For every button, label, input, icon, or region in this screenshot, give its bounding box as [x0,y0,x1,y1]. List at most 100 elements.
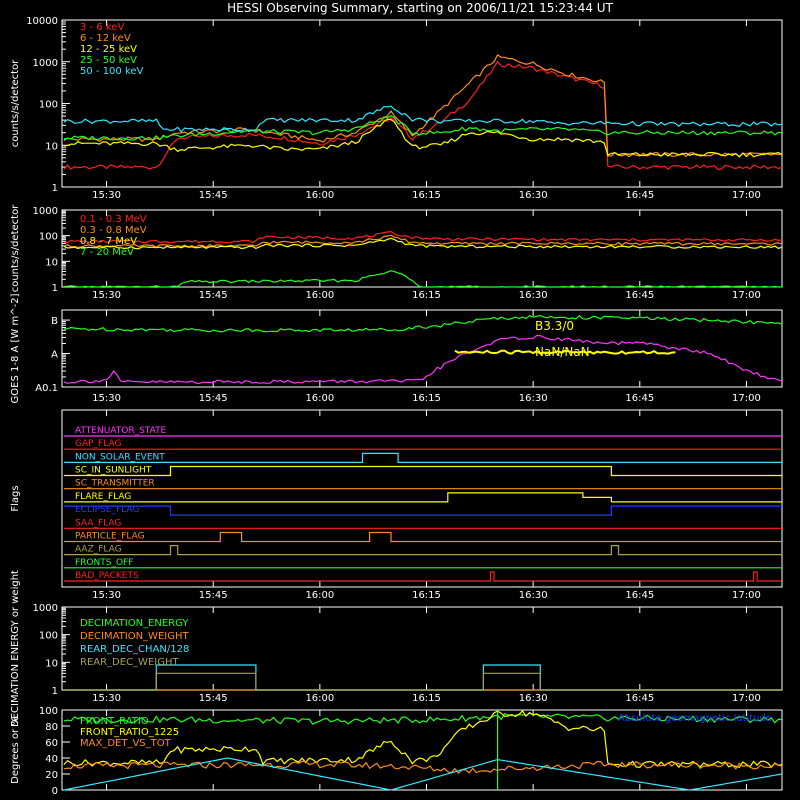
x-tick-label: 15:30 [92,693,121,704]
goes-nan-annotation: NaN/NaN [535,345,590,359]
legend-entry: 6 - 12 keV [80,33,131,44]
flag-label: AAZ_FLAG [75,545,122,555]
legend-entry: 3 - 6 keV [80,22,124,33]
x-tick-label: 16:30 [519,290,548,301]
x-tick-label: 15:45 [199,290,228,301]
series-line-nan-level [454,349,676,355]
flag-label: ECLIPSE_FLAG [75,505,139,515]
x-tick-label: 17:00 [732,590,761,601]
series-line-front-ratio-1225 [63,709,783,769]
panel-frame [61,309,783,388]
y-tick-label: 10 [45,658,58,669]
y-axis-label: counts/s/detector [10,59,21,147]
legend-entry: REAR_DEC_CHAN/128 [80,644,189,655]
x-tick-label: 17:00 [732,190,761,201]
y-axis-label: counts/s/detector [10,204,21,292]
y-tick-label: 1 [52,686,58,697]
x-tick-label: 16:30 [519,393,548,404]
y-axis-label: GOES 1-8 A [W m^-2] [10,293,21,403]
y-tick-label: 10 [45,141,58,152]
x-tick-label: 16:45 [625,190,654,201]
series-line-non_solar_event [63,452,782,463]
panel-decimation: 15:30 15:45 16:00 16:15 16:30 16:45 17:00 1 10 10… [10,570,783,727]
x-tick-label: 15:45 [199,590,228,601]
y-tick-label: A0.1 [35,383,58,394]
legend-entry: REAR_DEC_WEIGHT [80,657,179,668]
y-axis-label: DECIMATION ENERGY or weight [10,570,21,727]
series-line-eclipse_flag [63,505,782,516]
x-tick-label: 16:15 [412,393,441,404]
y-tick-label: B [51,316,58,327]
flag-label: SAA_FLAG [75,518,121,528]
flag-label: BAD_PACKETS [75,571,139,581]
legend-entry: 0.1 - 0.3 MeV [80,214,147,225]
x-tick-label: 15:30 [92,393,121,404]
x-tick-label: 17:00 [732,393,761,404]
y-tick-label: 40 [45,754,58,765]
series-line-0-8-7-mev [63,237,783,250]
y-tick-label: 60 [45,738,58,749]
x-tick-label: 16:45 [625,693,654,704]
flag-label: ATTENUATOR_STATE [75,426,167,436]
y-tick-label: 1000 [33,603,58,614]
series-line-sc_in_sunlight [63,465,782,477]
series-line-7-20-mev [63,270,782,288]
series-line-goes-short [63,334,783,385]
geomag-annotation: Absolute geomagnetic latitude [618,713,772,724]
y-tick-label: 100 [39,706,58,717]
y-tick-label: 100 [39,631,58,642]
y-tick-label: 0 [52,786,58,797]
y-axis-label: Flags [10,485,21,511]
legend-entry: 50 - 100 keV [80,66,144,77]
x-tick-label: 17:00 [732,693,761,704]
legend-entry: 7 - 20 MeV [80,247,134,258]
y-tick-label: 20 [45,770,58,781]
y-tick-label: A [51,350,58,361]
series-line-goes-long [63,314,783,333]
panel-goes: 15:30 15:45 16:00 16:15 16:30 16:45 17:00 A0.1 A… [10,293,783,404]
x-tick-label: 15:45 [199,190,228,201]
x-tick-label: 16:30 [519,190,548,201]
x-tick-label: 16:30 [519,590,548,601]
y-tick-label: 100 [39,232,58,243]
y-tick-label: 1 [52,183,58,194]
y-axis-label: Degrees or % [10,716,21,784]
series-line-0-1-0-3-mev [63,230,783,244]
x-tick-label: 15:45 [199,393,228,404]
series-line-particle_flag [63,531,782,543]
x-tick-label: 16:15 [412,290,441,301]
x-tick-label: 15:30 [92,590,121,601]
panel-frame [61,709,783,791]
chart-title: HESSI Observing Summary, starting on 200… [227,1,613,15]
flag-label: SC_TRANSMITTER [75,479,155,489]
legend-entry: FRONT_RATIO_1225 [80,727,179,738]
y-tick-label: 1000 [33,206,58,217]
series-line-25-50-kev [63,115,783,141]
x-tick-label: 16:00 [305,290,334,301]
flag-label: FLARE_FLAG [75,492,131,502]
flag-label: NON_SOLAR_EVENT [75,452,165,462]
legend-entry: 12 - 25 keV [80,44,137,55]
panel-flags: 15:30 15:45 16:00 16:15 16:30 16:45 17:00 Flags… [10,409,783,601]
y-tick-label: 1000 [33,58,58,69]
series-line-bad_packets [63,571,782,582]
series-line-max-det-vs-tot [63,760,783,774]
panel-high-energy-lightcurves: 15:30 15:45 16:00 16:15 16:30 16:45 17:00 1 10 10… [10,204,783,301]
x-tick-label: 16:45 [625,590,654,601]
flag-label: FRONTS_OFF [75,558,133,568]
legend-entry: FRONT_RATIO [80,716,149,727]
series-line-3-6-kev [63,60,783,171]
x-tick-label: 16:00 [305,190,334,201]
legend-entry: 0.8 - 7 MeV [80,236,137,247]
series-line-0-3-0-8-mev [63,234,783,249]
y-tick-label: 10000 [26,16,58,27]
legend-entry: 25 - 50 keV [80,55,137,66]
x-tick-label: 16:00 [305,693,334,704]
goes-peak-annotation: B3.3/0 [535,319,574,333]
series-line-absolute-geomagnetic-latitude [63,757,783,791]
x-tick-label: 15:30 [92,290,121,301]
flag-label: SC_IN_SUNLIGHT [75,466,152,476]
series-line-front-ratio [63,712,783,725]
